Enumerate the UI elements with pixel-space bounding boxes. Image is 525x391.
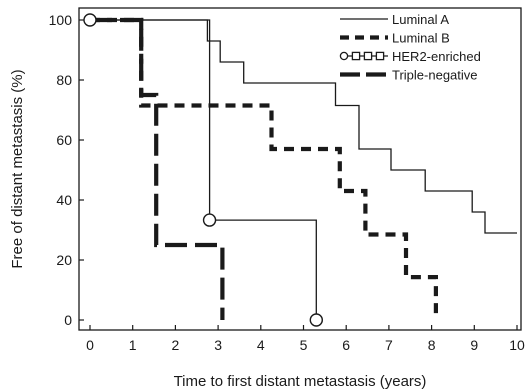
x-tick-label: 7 (385, 337, 393, 353)
x-tick-label: 4 (257, 337, 265, 353)
x-tick-label: 3 (214, 337, 222, 353)
series-line-luminal-a (90, 19, 517, 234)
x-axis-title: Time to first distant metastasis (years) (174, 373, 427, 390)
x-tick-label: 6 (342, 337, 350, 353)
x-tick-label: 10 (509, 337, 525, 353)
x-tick-label: 1 (129, 337, 137, 353)
series-line-triple-negative (90, 17, 225, 320)
y-tick-label: 60 (56, 132, 72, 148)
y-tick-label: 100 (49, 12, 73, 28)
legend-marker (363, 51, 373, 61)
legend-label: Luminal A (392, 12, 449, 27)
series-layer (90, 17, 517, 320)
legend-label: Triple-negative (392, 68, 478, 83)
series-line-her2-enriched (90, 19, 317, 320)
y-axis-title: Free of distant metastasis (%) (9, 69, 26, 268)
y-tick-label: 0 (64, 312, 72, 328)
legend-label: Luminal B (392, 31, 450, 46)
censor-marker (202, 213, 217, 227)
censor-marker (309, 313, 324, 327)
series-line-luminal-b (90, 17, 438, 320)
legend-marker (375, 51, 385, 61)
x-tick-label: 9 (470, 337, 478, 353)
y-tick-label: 20 (56, 252, 72, 268)
legend-label: HER2-enriched (392, 49, 481, 64)
legend: Luminal A Luminal B HER2-enriched Triple-ne… (339, 12, 481, 83)
x-axis: 0 1 2 3 4 5 6 7 8 9 10 (86, 325, 525, 353)
x-tick-label: 5 (300, 337, 308, 353)
plot-frame (78, 7, 522, 331)
x-tick-label: 2 (172, 337, 180, 353)
censor-marker (83, 13, 97, 27)
y-tick-label: 80 (56, 72, 72, 88)
legend-marker (351, 51, 361, 61)
x-tick-label: 8 (428, 337, 436, 353)
marker-layer (83, 13, 324, 327)
y-tick-label: 40 (56, 192, 72, 208)
x-tick-label: 0 (86, 337, 94, 353)
y-axis: 0 20 40 60 80 100 (49, 12, 84, 328)
legend-marker (339, 51, 349, 61)
